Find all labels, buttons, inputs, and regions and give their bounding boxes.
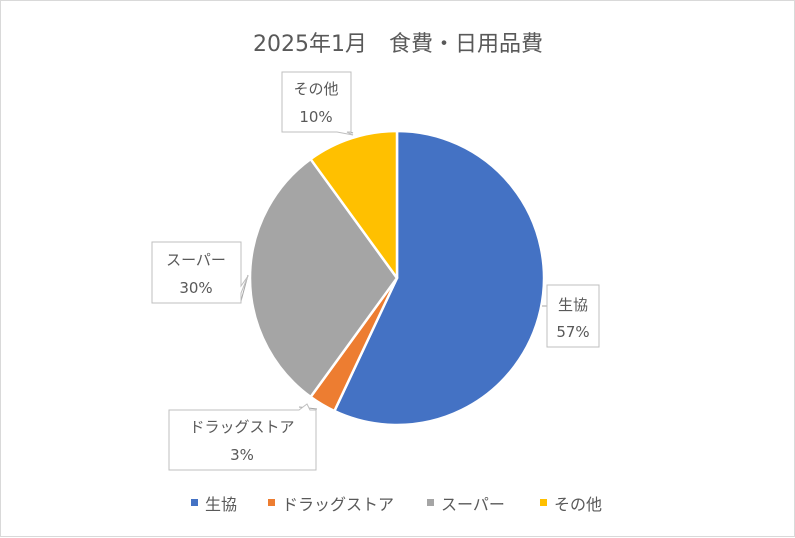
pie-slice-super [248,157,399,399]
callout-sonota-name: その他 [293,80,338,98]
legend-item-sonota: その他 [540,495,602,514]
legend-label-sonota: その他 [554,495,602,514]
legend-item-seikyo: 生協 [191,495,237,514]
callout-seikyo-name: 生協 [558,296,588,314]
legend-label-seikyo: 生協 [205,495,237,514]
callout-super-name: スーパー [166,251,226,269]
callout-seikyo: 生協 57% [546,284,600,348]
legend-label-drugstore: ドラッグストア [282,495,394,514]
pie-slice-sonota [309,129,399,280]
callout-sonota-percent: 10% [299,108,332,126]
chart-title: 2025年1月 食費・日用品費 [253,32,543,57]
callout-seikyo-percent: 57% [556,323,589,341]
callout-drugstore: ドラッグストア 3% [168,403,317,471]
pie-slice-seikyo [333,129,546,427]
legend-swatch-super [427,499,434,506]
legend-label-super: スーパー [441,495,505,514]
callout-super-percent: 30% [179,279,212,297]
legend-item-drugstore: ドラッグストア [268,495,394,514]
legend-swatch-sonota [540,499,547,506]
callout-sonota: その他 10% [281,71,354,136]
callout-super: スーパー 30% [151,241,249,304]
legend: 生協 ドラッグストア スーパー その他 [191,495,602,514]
legend-swatch-seikyo [191,499,198,506]
callout-drugstore-percent: 3% [230,446,254,464]
legend-swatch-drugstore [268,499,275,506]
legend-item-super: スーパー [427,495,505,514]
callout-drugstore-name: ドラッグストア [189,418,294,436]
pie-slices [248,129,546,427]
